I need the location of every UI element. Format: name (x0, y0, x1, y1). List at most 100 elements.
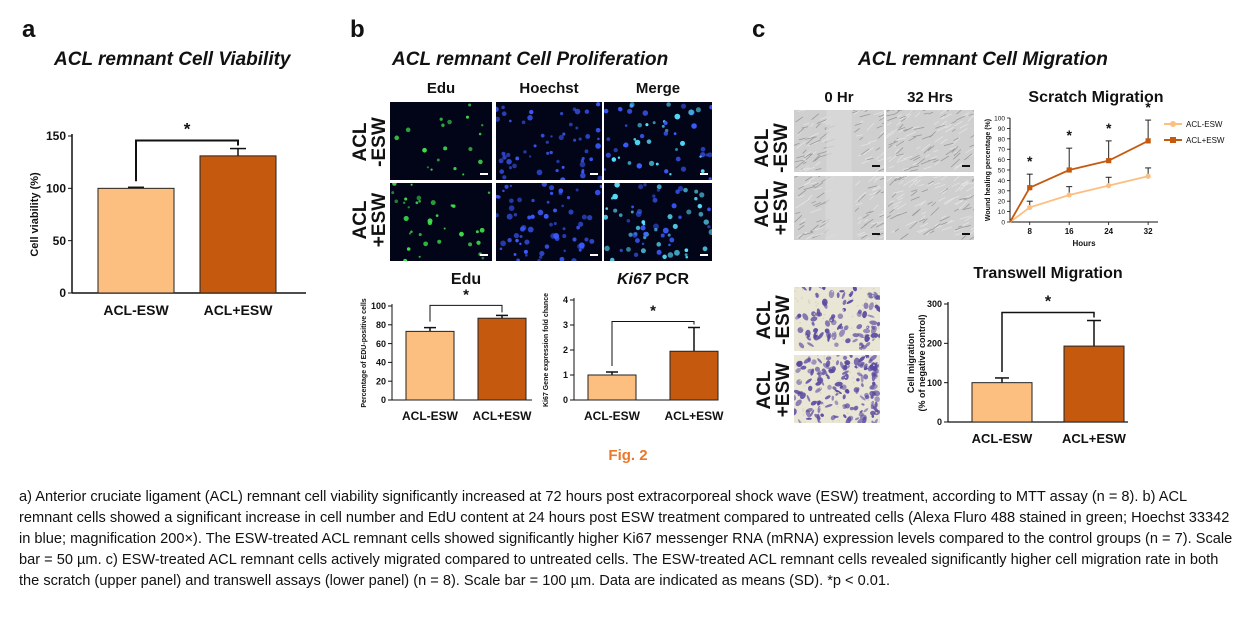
membrane-pore (795, 297, 797, 300)
membrane-pore (805, 335, 808, 337)
cell-nucleus (513, 232, 520, 239)
micrograph-edu-plus (390, 183, 492, 261)
migrated-cell (805, 378, 812, 384)
membrane-pore (851, 337, 853, 340)
migrated-cell (863, 374, 869, 380)
category-label: ACL-ESW (584, 409, 641, 423)
membrane-pore (843, 296, 846, 299)
scale-bar (962, 165, 970, 167)
cell-texture (802, 149, 807, 154)
scratch-image-minus-32hr (886, 110, 974, 172)
legend-marker (1170, 137, 1176, 143)
cell-nucleus (666, 102, 671, 107)
migrated-cell (825, 356, 832, 361)
cell-nucleus (648, 160, 655, 167)
cell-texture (940, 120, 947, 127)
category-label: ACL-ESW (103, 302, 169, 318)
cell-nucleus (435, 214, 439, 217)
migrated-cell (863, 302, 869, 310)
cell-texture (897, 211, 908, 216)
membrane-pore (818, 293, 821, 296)
cell-nucleus (605, 152, 611, 158)
membrane-pore (798, 366, 800, 369)
y-tick-label: 300 (927, 299, 942, 309)
membrane-pore (802, 414, 805, 416)
cell-texture (968, 113, 974, 116)
cell-texture (905, 220, 917, 227)
y-tick-label: 100 (371, 301, 386, 311)
micrograph-merge-plus (604, 183, 712, 261)
cell-nucleus (415, 201, 419, 205)
cell-texture (959, 215, 971, 220)
cell-texture (799, 221, 805, 226)
cell-texture (916, 158, 926, 165)
cell-nucleus (694, 189, 699, 194)
category-label: ACL+ESW (204, 302, 274, 318)
cell-texture (956, 110, 963, 115)
cell-nucleus (667, 233, 671, 237)
cell-nucleus (496, 194, 500, 199)
cell-nucleus (553, 221, 557, 226)
migrated-cell (797, 327, 804, 334)
data-point (1145, 173, 1151, 179)
cell-nucleus (537, 258, 541, 261)
cell-nucleus (699, 192, 705, 198)
cell-nucleus (700, 169, 705, 174)
cell-nucleus (633, 252, 639, 258)
cell-nucleus (506, 152, 511, 158)
cell-nucleus (642, 222, 646, 226)
cell-texture (940, 221, 948, 226)
membrane-pore (876, 363, 879, 365)
cell-nucleus (447, 119, 452, 125)
cell-texture (933, 225, 943, 229)
cell-texture (920, 222, 929, 228)
migrated-cell (857, 361, 865, 367)
data-point (1066, 167, 1072, 173)
cell-texture (917, 184, 925, 187)
cell-nucleus (685, 255, 689, 259)
cell-nucleus (662, 227, 669, 234)
cell-nucleus (640, 248, 646, 254)
migrated-cell (807, 368, 814, 374)
cell-texture (908, 136, 917, 142)
cell-texture (857, 220, 862, 225)
migrated-cell (849, 406, 855, 411)
cell-nucleus (671, 203, 677, 209)
significance-bracket (429, 304, 503, 322)
migrated-cell (846, 299, 854, 304)
cell-nucleus (558, 134, 564, 141)
cell-nucleus (677, 185, 684, 192)
cell-texture (891, 193, 897, 198)
cell-nucleus (496, 116, 501, 122)
migrated-cell (814, 413, 821, 420)
cell-texture (877, 132, 884, 139)
membrane-pore (853, 381, 855, 384)
cell-nucleus (549, 222, 553, 227)
membrane-pore (837, 406, 839, 408)
migrated-cell (869, 320, 878, 325)
cell-nucleus (572, 237, 577, 242)
cell-nucleus (695, 107, 701, 113)
cell-nucleus (611, 157, 617, 162)
migrated-cell (829, 316, 835, 323)
membrane-pore (837, 391, 839, 394)
data-point (1027, 185, 1033, 191)
membrane-pore (844, 376, 847, 378)
panel-letter-a: a (22, 16, 36, 43)
migrated-cell (805, 417, 812, 420)
cell-nucleus (512, 163, 517, 169)
y-tick-label: 50 (998, 168, 1006, 175)
cell-nucleus (667, 252, 674, 258)
cell-texture (855, 202, 863, 206)
migrated-cell (864, 334, 869, 338)
cell-texture (943, 142, 954, 147)
cell-texture (965, 186, 974, 192)
cell-texture (805, 153, 814, 161)
cell-nucleus (430, 200, 436, 206)
cell-texture (802, 165, 811, 170)
cell-texture (919, 218, 926, 223)
cell-nucleus (584, 237, 589, 242)
cell-texture (895, 110, 902, 115)
cell-texture (876, 125, 883, 129)
cell-nucleus (546, 200, 550, 204)
